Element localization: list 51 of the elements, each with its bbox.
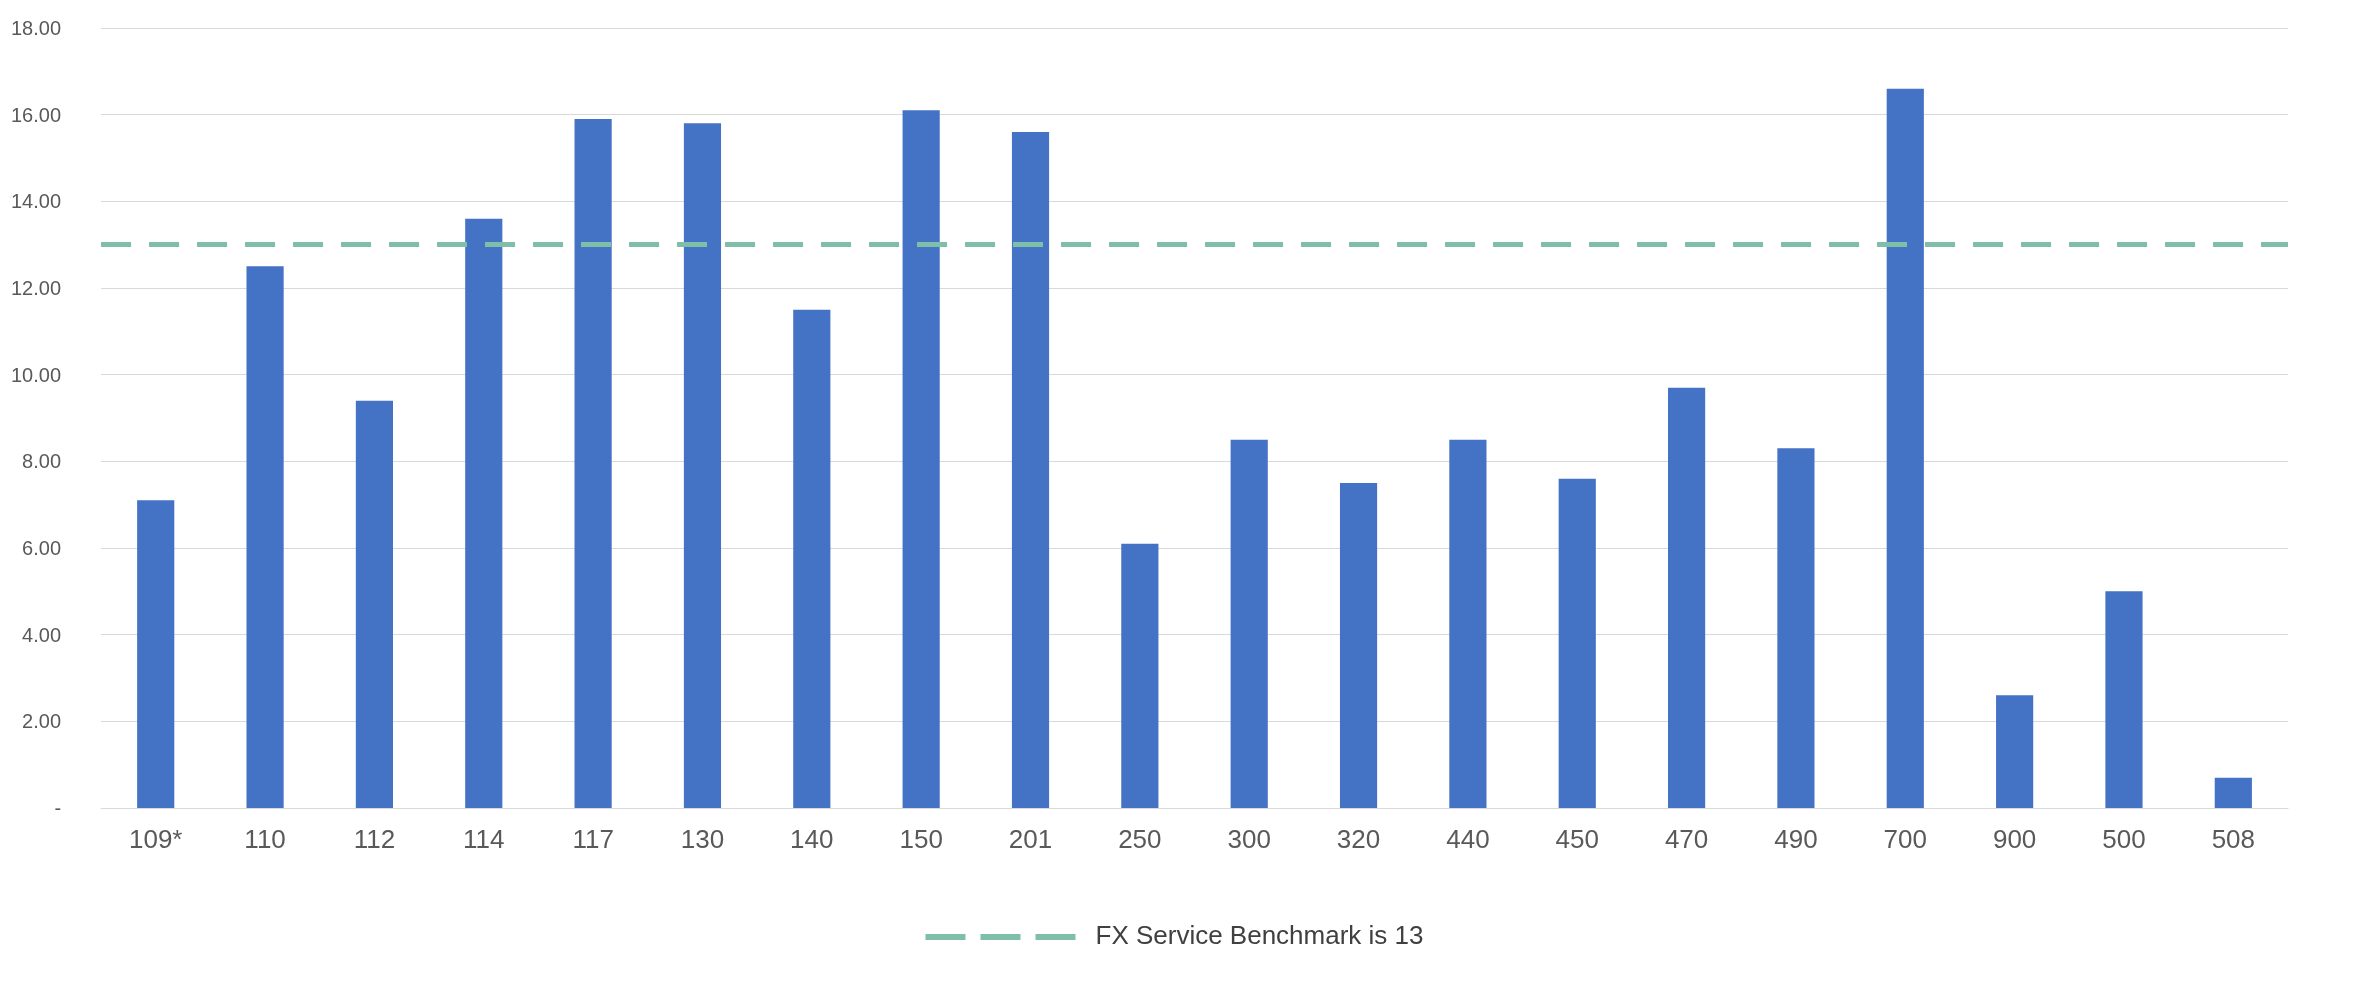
y-tick-label: 14.00 xyxy=(10,190,62,213)
y-tick-label: 4.00 xyxy=(22,623,62,646)
x-tick-label: 508 xyxy=(2211,824,2256,854)
legend-label: FX Service Benchmark is 13 xyxy=(1095,920,1424,950)
bar xyxy=(574,119,612,808)
x-tick-label: 130 xyxy=(680,824,725,854)
bar xyxy=(793,309,831,808)
bar xyxy=(2214,777,2252,808)
x-tick-label: 440 xyxy=(1446,824,1490,854)
x-tick-label: 140 xyxy=(790,824,834,854)
y-tick-label: 2.00 xyxy=(22,710,62,733)
y-tick-label: 18.00 xyxy=(10,17,62,39)
y-tick-label: 6.00 xyxy=(22,537,62,559)
y-tick-label: 12.00 xyxy=(10,277,62,299)
bar xyxy=(2105,591,2143,808)
bar xyxy=(1996,695,2034,808)
x-tick-label: 150 xyxy=(899,824,943,854)
x-tick-label: 450 xyxy=(1555,824,1599,854)
x-tick-label: 700 xyxy=(1883,824,1927,854)
x-tick-label: 320 xyxy=(1336,824,1381,854)
x-tick-label: 201 xyxy=(1008,824,1053,854)
x-tick-label: 300 xyxy=(1227,824,1271,854)
bar xyxy=(465,218,503,808)
bar xyxy=(1886,88,1924,808)
x-tick-label: 900 xyxy=(1992,824,2037,854)
x-tick-label: 250 xyxy=(1118,824,1162,854)
bar xyxy=(1668,387,1706,808)
y-tick-label: - xyxy=(54,797,62,819)
bar xyxy=(1230,439,1268,808)
y-tick-label: 10.00 xyxy=(10,363,62,386)
bar xyxy=(1449,439,1487,808)
bar xyxy=(1558,478,1596,808)
x-tick-label: 110 xyxy=(244,824,286,854)
x-tick-label: 109* xyxy=(128,824,183,854)
x-tick-label: 490 xyxy=(1774,824,1818,854)
x-tick-label: 114 xyxy=(463,824,505,854)
bar xyxy=(1339,483,1378,808)
y-tick-label: 16.00 xyxy=(10,103,62,126)
x-tick-label: 117 xyxy=(572,824,614,854)
bar xyxy=(902,110,940,808)
x-tick-label: 112 xyxy=(353,824,396,854)
bar xyxy=(683,123,722,808)
x-tick-label: 470 xyxy=(1664,824,1709,854)
bar xyxy=(355,400,394,808)
bar xyxy=(1011,132,1050,808)
bar xyxy=(246,266,284,808)
bar xyxy=(137,500,175,808)
y-tick-label: 8.00 xyxy=(22,450,62,473)
x-tick-label: 500 xyxy=(2102,824,2146,854)
bar xyxy=(1777,448,1815,808)
bar xyxy=(1121,543,1159,808)
